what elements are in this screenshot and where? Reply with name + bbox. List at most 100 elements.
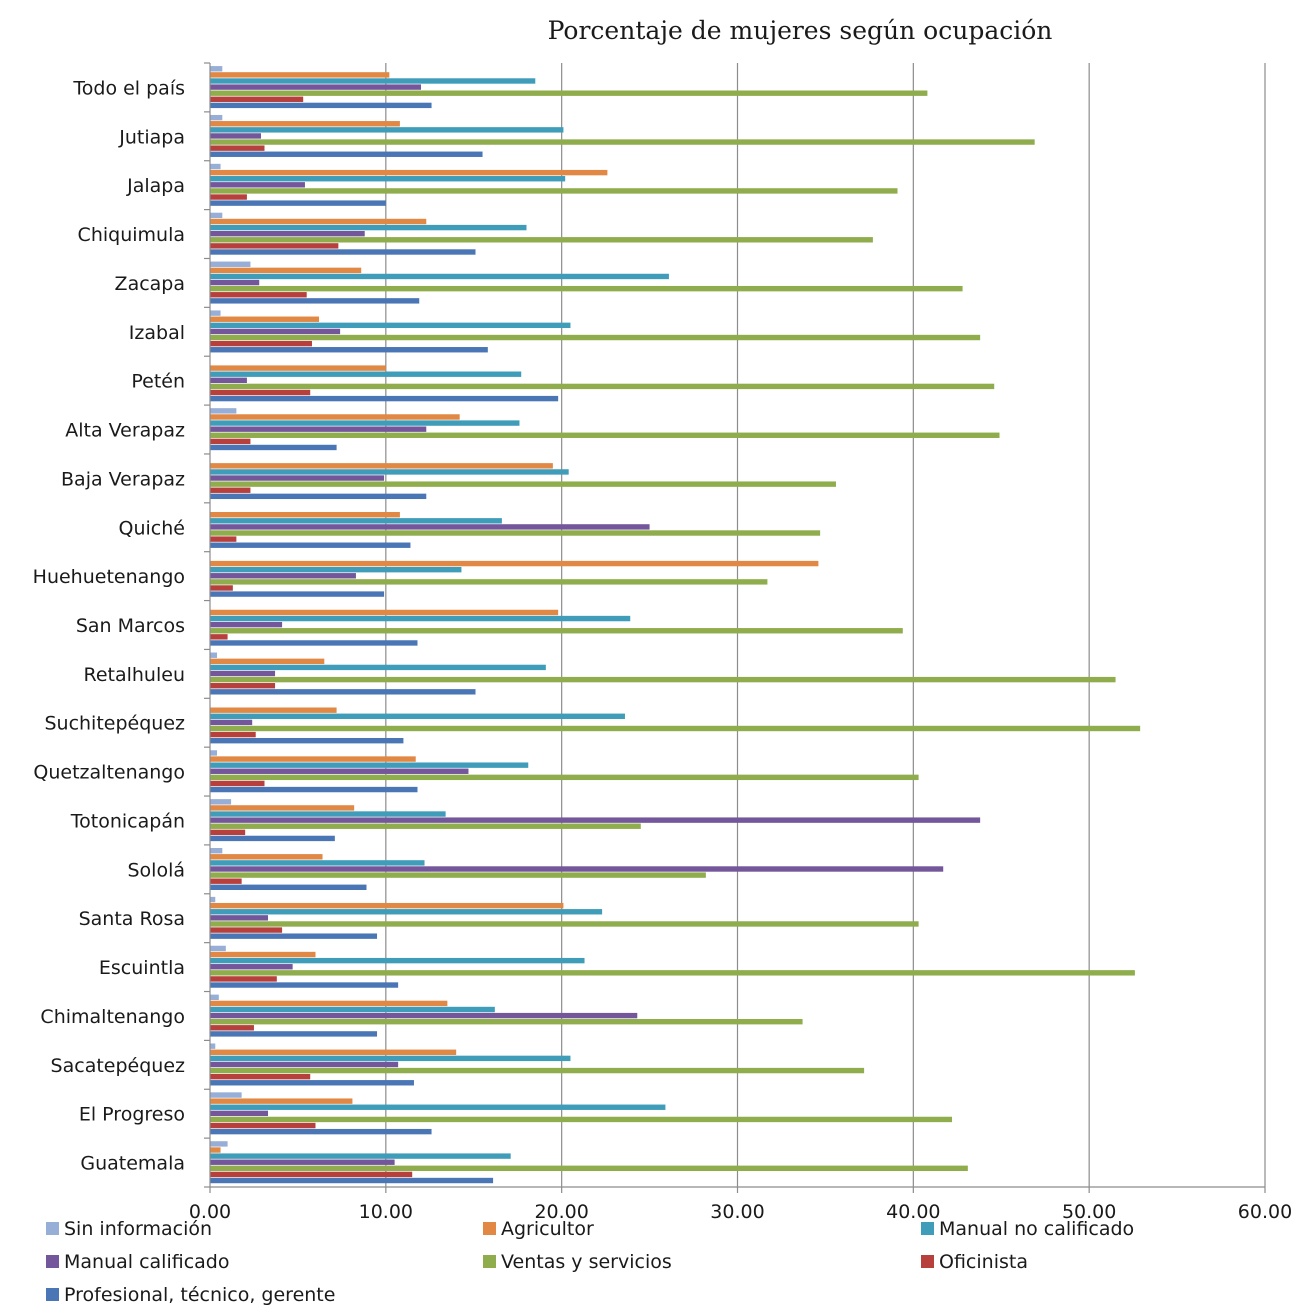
- x-tick-label: 40.00: [886, 1201, 940, 1223]
- bar: [210, 1153, 511, 1159]
- bar: [210, 1128, 432, 1135]
- bar: [210, 640, 418, 646]
- bar: [210, 847, 223, 854]
- bar: [210, 835, 335, 842]
- bar: [210, 878, 242, 884]
- bar: [210, 414, 460, 420]
- bar: [210, 151, 483, 157]
- legend-label: Profesional, técnico, gerente: [64, 1284, 335, 1306]
- category-label: Sololá: [127, 859, 185, 881]
- bar: [210, 218, 427, 225]
- bar: [210, 713, 625, 719]
- bar: [210, 658, 325, 665]
- axes: [204, 62, 1266, 1193]
- bar: [210, 566, 462, 573]
- bar: [210, 212, 223, 219]
- bar: [210, 377, 247, 384]
- bar: [210, 493, 427, 500]
- legend-label: Oficinista: [939, 1251, 1028, 1273]
- bar: [210, 1098, 353, 1104]
- category-labels: Todo el país Jutiapa Jalapa Chiquimula Zacap…: [33, 77, 185, 1174]
- x-tick-label: 60.00: [1238, 1201, 1292, 1223]
- bar: [210, 121, 400, 127]
- category-label: Huehuetenango: [33, 566, 185, 588]
- bar: [210, 66, 223, 72]
- bar: [210, 609, 559, 616]
- bar: [210, 432, 1000, 438]
- bar: [210, 719, 253, 726]
- bar: [210, 1019, 803, 1025]
- bar: [210, 1141, 228, 1147]
- bar: [210, 829, 246, 836]
- bar: [210, 957, 585, 964]
- bar: [210, 628, 903, 634]
- category-label: Totonicapán: [70, 810, 185, 832]
- category-label: Suchitepéquez: [44, 713, 185, 735]
- category-label: Retalhuleu: [83, 664, 185, 686]
- bar: [210, 652, 218, 658]
- bar: [210, 1177, 494, 1184]
- bar: [210, 725, 1141, 732]
- bar: [210, 261, 251, 267]
- bar: [210, 310, 221, 316]
- bar: [210, 1006, 495, 1013]
- legend-swatch: [483, 1222, 496, 1235]
- bar: [210, 383, 995, 390]
- bar: [210, 530, 821, 536]
- legend-label: Manual no calificado: [939, 1218, 1134, 1240]
- bar: [210, 1025, 254, 1031]
- bar: [210, 750, 218, 756]
- bar: [210, 96, 304, 102]
- bar: [210, 518, 502, 524]
- bar: [210, 866, 944, 872]
- bar: [210, 909, 603, 915]
- category-label: Jutiapa: [118, 126, 185, 148]
- bar: [210, 621, 283, 628]
- bar: [210, 689, 476, 695]
- bar: [210, 945, 226, 952]
- legend-swatch: [921, 1222, 934, 1235]
- bar: [210, 780, 265, 787]
- category-label: Jalapa: [126, 175, 185, 197]
- bar: [210, 872, 706, 878]
- bar: [210, 328, 341, 335]
- category-label: Alta Verapaz: [65, 420, 185, 442]
- bar: [210, 273, 669, 280]
- bar: [210, 243, 339, 249]
- bar: [210, 915, 269, 921]
- bar: [210, 133, 261, 139]
- bar: [210, 463, 553, 469]
- bar: [210, 1049, 457, 1055]
- category-label: San Marcos: [76, 615, 185, 637]
- bar: [210, 927, 283, 933]
- bar: [210, 536, 237, 542]
- bar: [210, 224, 527, 231]
- legend-label: Sin información: [64, 1218, 212, 1240]
- legend-swatch: [46, 1255, 59, 1268]
- bar: [210, 1061, 399, 1068]
- bar: [210, 683, 276, 689]
- bar: [210, 774, 919, 781]
- bar: [210, 799, 232, 805]
- bar: [210, 249, 476, 255]
- bar: [210, 316, 320, 322]
- bar: [210, 475, 385, 481]
- category-label: Escuintla: [99, 957, 185, 979]
- bar: [210, 823, 641, 829]
- bar: [210, 1000, 448, 1007]
- category-label: Zacapa: [115, 273, 185, 295]
- bar: [210, 78, 536, 84]
- bar: [210, 169, 608, 176]
- bar: [210, 481, 836, 487]
- category-label: Chiquimula: [78, 224, 185, 246]
- bar: [210, 182, 305, 188]
- bar: [210, 438, 251, 445]
- x-tick-label: 10.00: [359, 1201, 413, 1223]
- bar: [210, 72, 390, 78]
- bar: [210, 188, 898, 194]
- legend-swatch: [483, 1255, 496, 1268]
- bar: [210, 84, 421, 90]
- bar: [210, 90, 928, 96]
- bar: [210, 994, 219, 1001]
- category-label: Baja Verapaz: [61, 468, 185, 490]
